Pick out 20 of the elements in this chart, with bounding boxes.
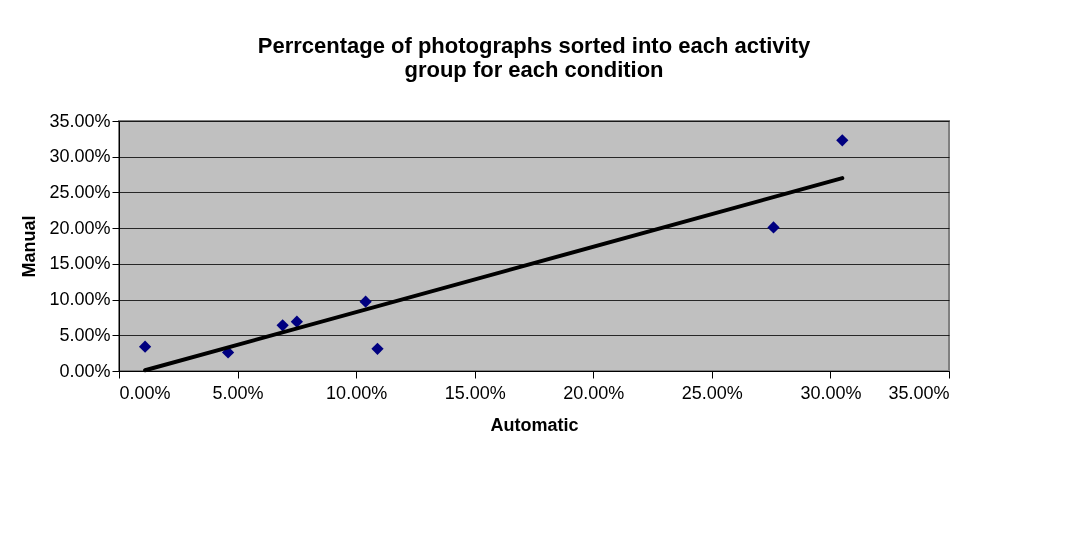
x-tick-label: 0.00% — [119, 382, 171, 403]
x-tick-label: 30.00% — [800, 382, 862, 403]
y-tick-label: 5.00% — [59, 324, 111, 345]
x-tick-label: 20.00% — [563, 382, 625, 403]
y-tick-label: 15.00% — [49, 253, 111, 274]
y-axis-title: Manual — [19, 215, 40, 278]
y-tick-label: 0.00% — [59, 360, 111, 381]
y-tick-label: 25.00% — [49, 181, 111, 202]
x-tick-label: 35.00% — [888, 382, 950, 403]
x-tick-label: 5.00% — [212, 382, 264, 403]
x-tick-label: 15.00% — [444, 382, 506, 403]
y-tick-label: 35.00% — [49, 110, 111, 131]
x-axis-title: Automatic — [490, 414, 579, 435]
x-tick-label: 10.00% — [326, 382, 388, 403]
y-tick-label: 30.00% — [49, 146, 111, 167]
text: group for each condition — [404, 57, 664, 82]
text: Perrcentage of photographs sorted into each activity — [257, 33, 811, 58]
y-tick-label: 10.00% — [49, 289, 111, 310]
x-tick-label: 25.00% — [681, 382, 743, 403]
y-tick-label: 20.00% — [49, 217, 111, 238]
